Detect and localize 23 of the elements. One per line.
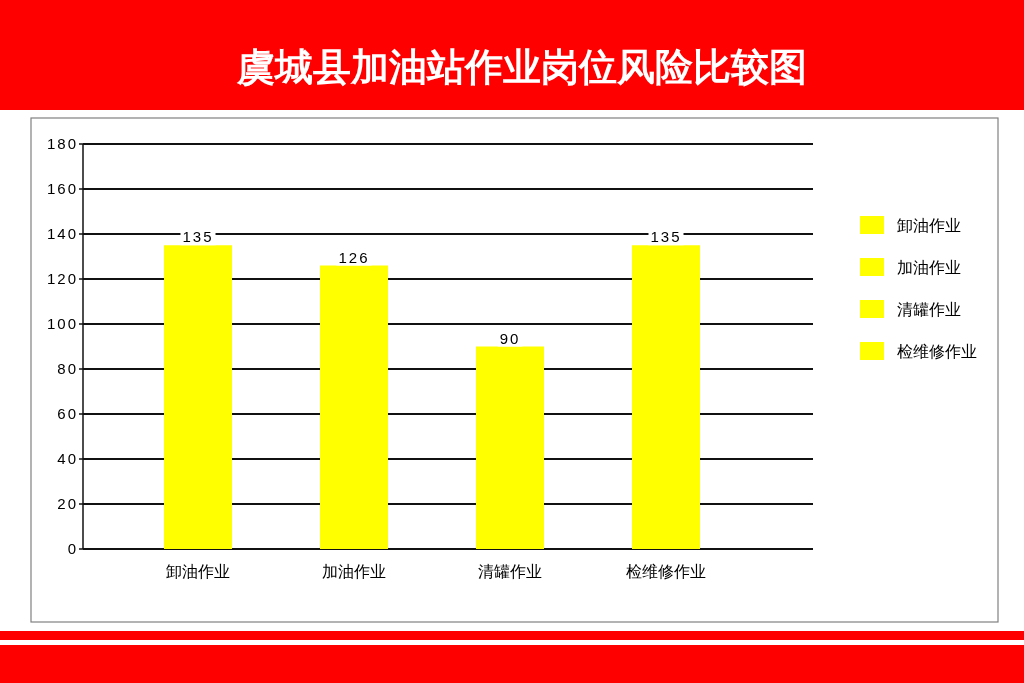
y-tick-label: 120 bbox=[46, 270, 78, 287]
x-tick-label: 检维修作业 bbox=[626, 563, 706, 580]
data-label: 90 bbox=[499, 329, 521, 347]
x-tick-label: 卸油作业 bbox=[166, 563, 230, 580]
title: 虞城县加油站作业岗位风险比较图 bbox=[237, 46, 807, 88]
y-tick-label: 180 bbox=[46, 135, 78, 152]
legend-label: 检维修作业 bbox=[897, 343, 977, 360]
y-tick-label: 160 bbox=[46, 180, 78, 197]
data-label: 135 bbox=[650, 228, 682, 246]
data-label: 135 bbox=[182, 228, 214, 246]
legend-label: 清罐作业 bbox=[897, 301, 961, 318]
y-tick-label: 0 bbox=[67, 540, 78, 557]
x-tick-label: 清罐作业 bbox=[478, 563, 542, 580]
y-tick-label: 100 bbox=[46, 315, 78, 332]
y-tick-label: 80 bbox=[57, 360, 78, 377]
y-tick-label: 20 bbox=[57, 495, 78, 512]
y-tick-label: 140 bbox=[46, 225, 78, 242]
legend-label: 卸油作业 bbox=[897, 217, 961, 234]
legend-label: 加油作业 bbox=[897, 259, 961, 276]
y-tick-label: 60 bbox=[57, 405, 78, 422]
y-tick-label: 40 bbox=[57, 450, 78, 467]
data-label: 126 bbox=[338, 248, 370, 266]
x-tick-label: 加油作业 bbox=[322, 563, 386, 580]
